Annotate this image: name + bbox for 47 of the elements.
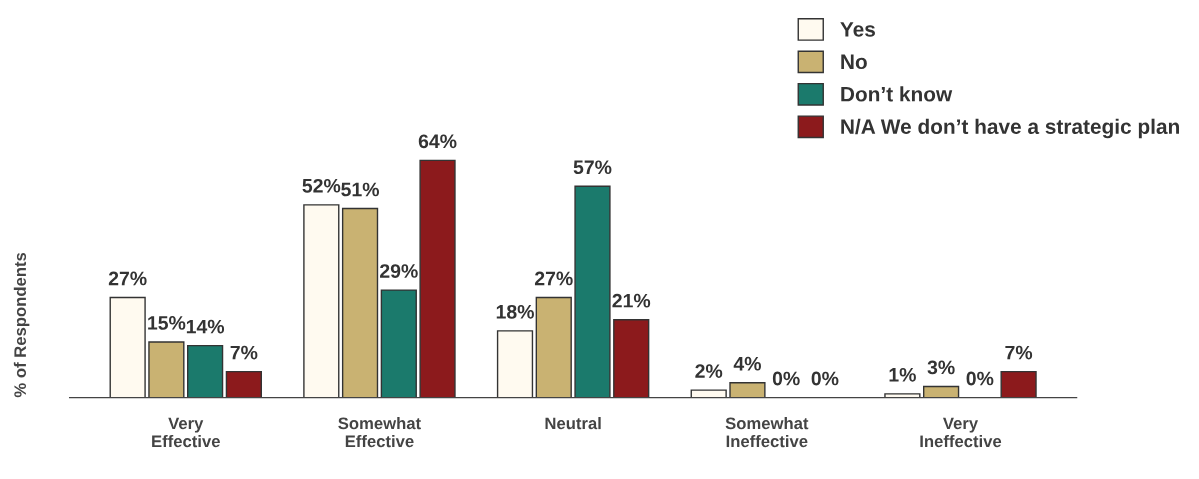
- y-axis-title: % of Respondents: [13, 252, 30, 398]
- data-label: 0%: [772, 371, 800, 386]
- bar: [341, 207, 379, 398]
- x-tick-label: Somewhat Ineffective: [725, 417, 809, 448]
- data-label: 51%: [341, 182, 380, 197]
- data-label: 57%: [573, 160, 612, 175]
- x-tick-label: Very Ineffective: [920, 417, 1002, 448]
- data-label: 18%: [496, 304, 534, 319]
- data-label: 14%: [186, 319, 225, 334]
- bar: [574, 185, 611, 398]
- data-label: 52%: [302, 178, 341, 193]
- data-label: 29%: [380, 264, 418, 278]
- legend-label: N/A We don’t have a strategic plan: [841, 118, 1179, 139]
- data-label: 21%: [612, 293, 651, 308]
- bar: [109, 296, 146, 398]
- bar: [690, 389, 727, 398]
- data-label: 0%: [811, 371, 839, 386]
- data-label: 4%: [733, 356, 761, 371]
- data-label: 7%: [230, 345, 258, 360]
- bar: [535, 296, 572, 398]
- data-label: 27%: [108, 271, 147, 286]
- legend-label: No: [841, 54, 867, 70]
- bar: [613, 319, 650, 398]
- bar: [380, 289, 417, 398]
- bar: [303, 204, 340, 398]
- x-tick-label: Neutral: [545, 417, 601, 430]
- data-label: 15%: [148, 316, 186, 330]
- legend-label: Don’t know: [841, 86, 953, 102]
- bar: [884, 393, 921, 398]
- data-label: 2%: [695, 364, 723, 378]
- bar: [186, 344, 224, 398]
- data-label: 64%: [418, 134, 457, 149]
- x-tick-label: Very Effective: [152, 417, 220, 448]
- data-label: 7%: [1005, 345, 1033, 360]
- data-label: 27%: [534, 271, 573, 286]
- data-label: 1%: [889, 367, 916, 382]
- bar: [922, 385, 960, 398]
- x-tick-label: Somewhat Effective: [338, 417, 421, 448]
- legend-label: Yes: [840, 22, 875, 37]
- bar: [148, 341, 185, 398]
- data-label: 0%: [966, 371, 994, 386]
- bar: [419, 159, 456, 398]
- bar: [1000, 370, 1037, 398]
- bar: [729, 382, 766, 398]
- bar: [496, 330, 534, 398]
- bar: [225, 370, 262, 398]
- data-label: 3%: [927, 360, 955, 375]
